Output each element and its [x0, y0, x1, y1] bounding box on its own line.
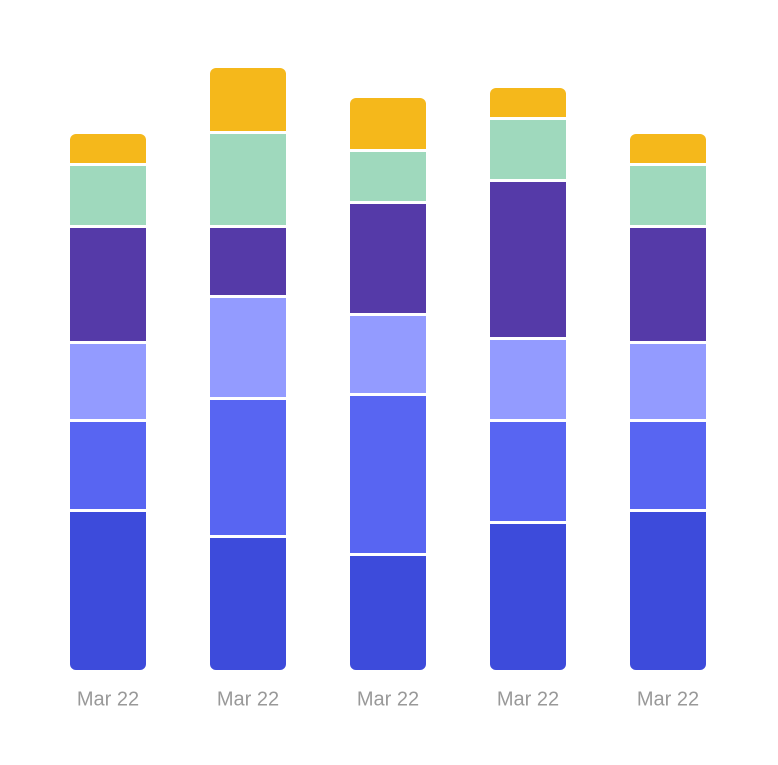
bar-segment: [630, 134, 706, 163]
bar: [490, 88, 566, 670]
bar-segment: [490, 120, 566, 179]
bar-segment: [210, 298, 286, 397]
bar-segment: [350, 556, 426, 670]
bar-segment: [210, 400, 286, 535]
bar-segment: [490, 524, 566, 670]
bar-segment: [350, 152, 426, 201]
bar-segment: [210, 228, 286, 295]
x-tick-label: Mar 22: [637, 688, 699, 710]
x-tick-label: Mar 22: [217, 688, 279, 710]
x-tick-label: Mar 22: [357, 688, 419, 710]
bar-segment: [490, 88, 566, 117]
bar-segment: [630, 512, 706, 670]
bar-segment: [350, 396, 426, 553]
bar-segment: [630, 422, 706, 509]
bar-segment: [70, 228, 146, 341]
x-tick-label: Mar 22: [77, 688, 139, 710]
bar-segment: [630, 166, 706, 225]
bar-segment: [210, 538, 286, 670]
bar-segment: [350, 204, 426, 313]
x-tick-label: Mar 22: [497, 688, 559, 710]
bar: [70, 134, 146, 670]
bar-segment: [70, 134, 146, 163]
bar: [350, 98, 426, 670]
bar-segment: [630, 228, 706, 341]
bar-segment: [630, 344, 706, 419]
bar-segment: [70, 166, 146, 225]
bar-segment: [350, 98, 426, 149]
bar: [210, 68, 286, 670]
bar: [630, 134, 706, 670]
bar-segment: [210, 134, 286, 225]
bar-segment: [210, 68, 286, 131]
bar-segment: [70, 344, 146, 419]
bar-segment: [70, 422, 146, 509]
bar-segment: [490, 422, 566, 521]
bar-segment: [490, 182, 566, 337]
bar-segment: [350, 316, 426, 393]
bar-segment: [490, 340, 566, 419]
bar-segment: [70, 512, 146, 670]
